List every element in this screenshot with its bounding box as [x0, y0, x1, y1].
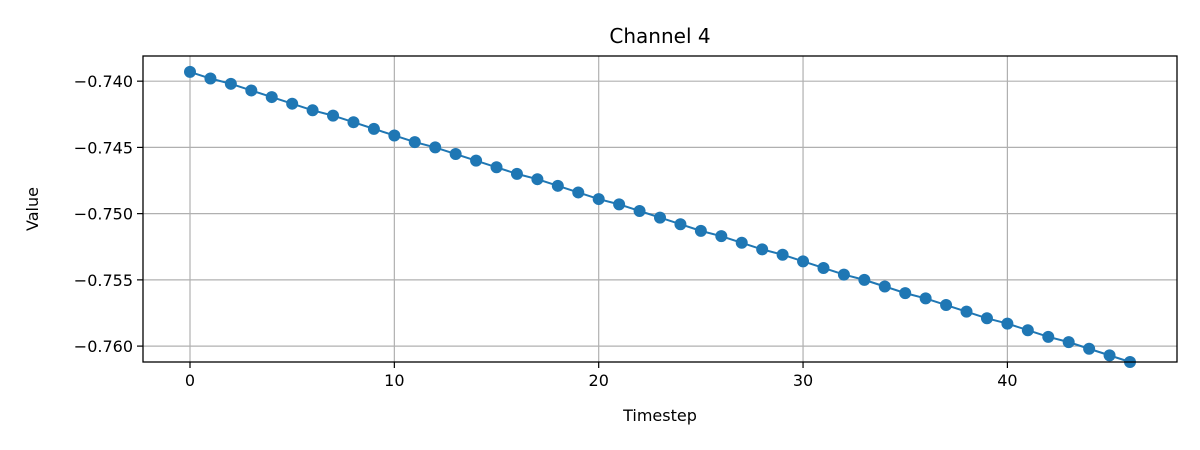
data-point — [286, 97, 299, 110]
chart-title: Channel 4 — [609, 24, 710, 48]
data-point — [245, 84, 258, 97]
data-point — [980, 312, 993, 325]
data-point — [429, 141, 442, 154]
y-tick-label: −0.760 — [74, 337, 133, 356]
data-point — [797, 255, 810, 268]
data-point — [674, 218, 687, 231]
data-point — [592, 193, 605, 206]
data-point — [449, 148, 462, 161]
data-point — [224, 77, 237, 90]
data-point — [837, 268, 850, 281]
y-tick-label: −0.750 — [74, 205, 133, 224]
data-point — [715, 230, 728, 243]
data-point — [735, 236, 748, 249]
data-point — [551, 179, 564, 192]
x-tick-label: 40 — [997, 371, 1017, 390]
data-point — [408, 136, 421, 149]
data-point — [490, 161, 503, 174]
x-axis-label: Timestep — [622, 406, 697, 425]
series-channel-4 — [184, 65, 1136, 368]
y-tick-label: −0.740 — [74, 72, 133, 91]
data-point — [919, 292, 932, 305]
data-point — [1083, 342, 1096, 355]
data-point — [654, 211, 666, 224]
data-point — [817, 261, 830, 274]
data-point — [1042, 330, 1055, 343]
data-point — [633, 204, 646, 217]
data-point — [204, 72, 217, 85]
data-point — [756, 243, 769, 256]
data-point — [899, 287, 912, 300]
data-point — [1062, 336, 1075, 349]
data-point — [367, 122, 380, 135]
data-point — [858, 273, 871, 286]
data-point — [327, 109, 340, 122]
data-point — [878, 280, 891, 293]
data-point — [613, 198, 626, 211]
x-tick-label: 20 — [589, 371, 609, 390]
data-point — [1021, 324, 1034, 337]
data-point — [572, 186, 585, 199]
data-point — [694, 224, 707, 237]
data-point — [265, 91, 278, 104]
axis-ticks: 0 10 20 30 40 −0.740 −0.745 −0.750 −0.755 −0.760 — [74, 72, 1018, 390]
grid — [143, 56, 1177, 362]
data-point — [510, 167, 523, 180]
data-point — [776, 248, 789, 261]
y-tick-label: −0.755 — [74, 271, 133, 290]
data-point — [940, 299, 953, 312]
data-point — [306, 104, 319, 117]
x-tick-label: 0 — [185, 371, 195, 390]
data-point — [347, 116, 360, 129]
x-tick-label: 30 — [793, 371, 813, 390]
y-axis-label: Value — [23, 187, 42, 231]
data-point — [531, 173, 544, 186]
data-point — [1103, 349, 1116, 362]
data-point — [184, 65, 196, 78]
data-point — [470, 154, 483, 167]
data-point — [1001, 317, 1014, 330]
data-point — [388, 129, 401, 142]
x-tick-label: 10 — [384, 371, 404, 390]
y-tick-label: −0.745 — [74, 138, 133, 157]
data-point — [960, 305, 973, 318]
plot-frame — [142, 55, 1178, 363]
